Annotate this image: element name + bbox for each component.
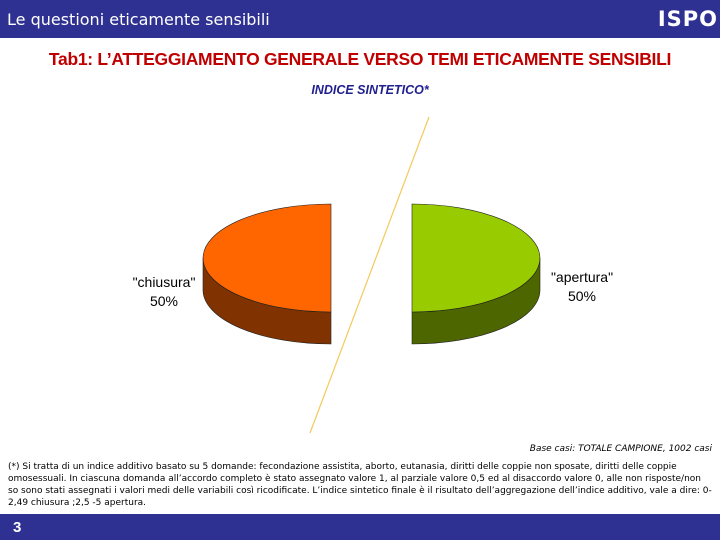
slice-label-chiusura: "chiusura" — [133, 274, 196, 290]
pie-slice-apertura — [411, 203, 541, 313]
pie-slice-chiusura — [202, 203, 332, 313]
footer-bar: 3 — [0, 514, 720, 540]
base-note: Base casi: TOTALE CAMPIONE, 1002 casi — [529, 444, 712, 454]
slice-value-apertura: 50% — [568, 288, 596, 304]
footnote: (*) Si tratta di un indice additivo basa… — [8, 462, 712, 508]
brand-logo-text: ISPO — [657, 7, 718, 31]
chart-subheading: INDICE SINTETICO* — [311, 83, 429, 97]
slice-value-chiusura: 50% — [150, 293, 178, 309]
divider-line — [309, 116, 430, 434]
header-bar: Le questioni eticamente sensibili ISPO — [0, 0, 720, 38]
table-headline: Tab1: L’ATTEGGIAMENTO GENERALE VERSO TEM… — [48, 49, 672, 69]
page-number: 3 — [13, 519, 22, 536]
slice-label-apertura: "apertura" — [551, 269, 613, 285]
slide-title: Le questioni eticamente sensibili — [7, 10, 270, 29]
